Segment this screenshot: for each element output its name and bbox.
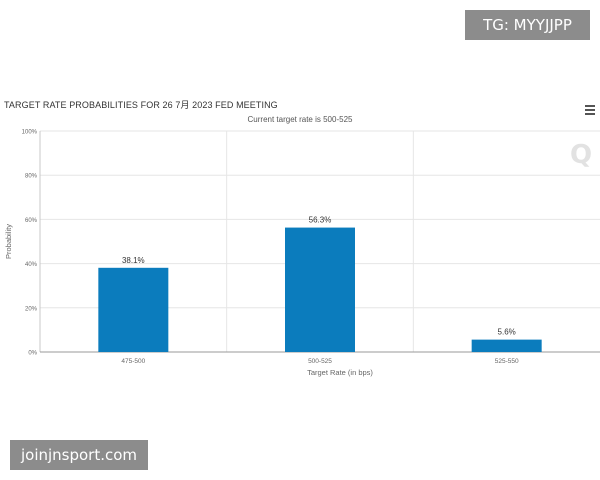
y-tick-label: 0% <box>28 351 37 357</box>
menu-line <box>585 105 595 107</box>
y-tick-label: 100% <box>22 130 38 136</box>
y-tick-label: 20% <box>25 306 38 312</box>
y-tick-label: 60% <box>25 218 38 224</box>
bar-value-label: 5.6% <box>498 328 516 337</box>
x-tick-label: 475-500 <box>121 358 145 365</box>
menu-line <box>585 113 595 115</box>
x-tick-label: 500-525 <box>308 358 332 365</box>
x-tick-label: 525-550 <box>495 358 519 365</box>
chart-subtitle: Current target rate is 500-525 <box>247 115 353 124</box>
bar-value-label: 56.3% <box>309 216 332 225</box>
y-axis-title: Probability <box>4 224 13 259</box>
website-badge: joinjnsport.com <box>10 440 148 470</box>
bar <box>285 227 355 352</box>
bar <box>471 339 542 352</box>
bar-value-label: 38.1% <box>122 256 145 265</box>
y-tick-label: 80% <box>25 174 38 180</box>
y-tick-label: 40% <box>25 262 38 268</box>
hamburger-menu-icon[interactable] <box>585 105 595 115</box>
bar <box>98 267 169 352</box>
telegram-badge: TG: MYYJJPP <box>465 10 590 40</box>
quote-watermark-icon: Q <box>570 140 593 170</box>
menu-line <box>585 109 595 111</box>
chart-title: TARGET RATE PROBABILITIES FOR 26 7月 2023… <box>4 100 278 110</box>
x-axis-title: Target Rate (in bps) <box>307 368 373 377</box>
